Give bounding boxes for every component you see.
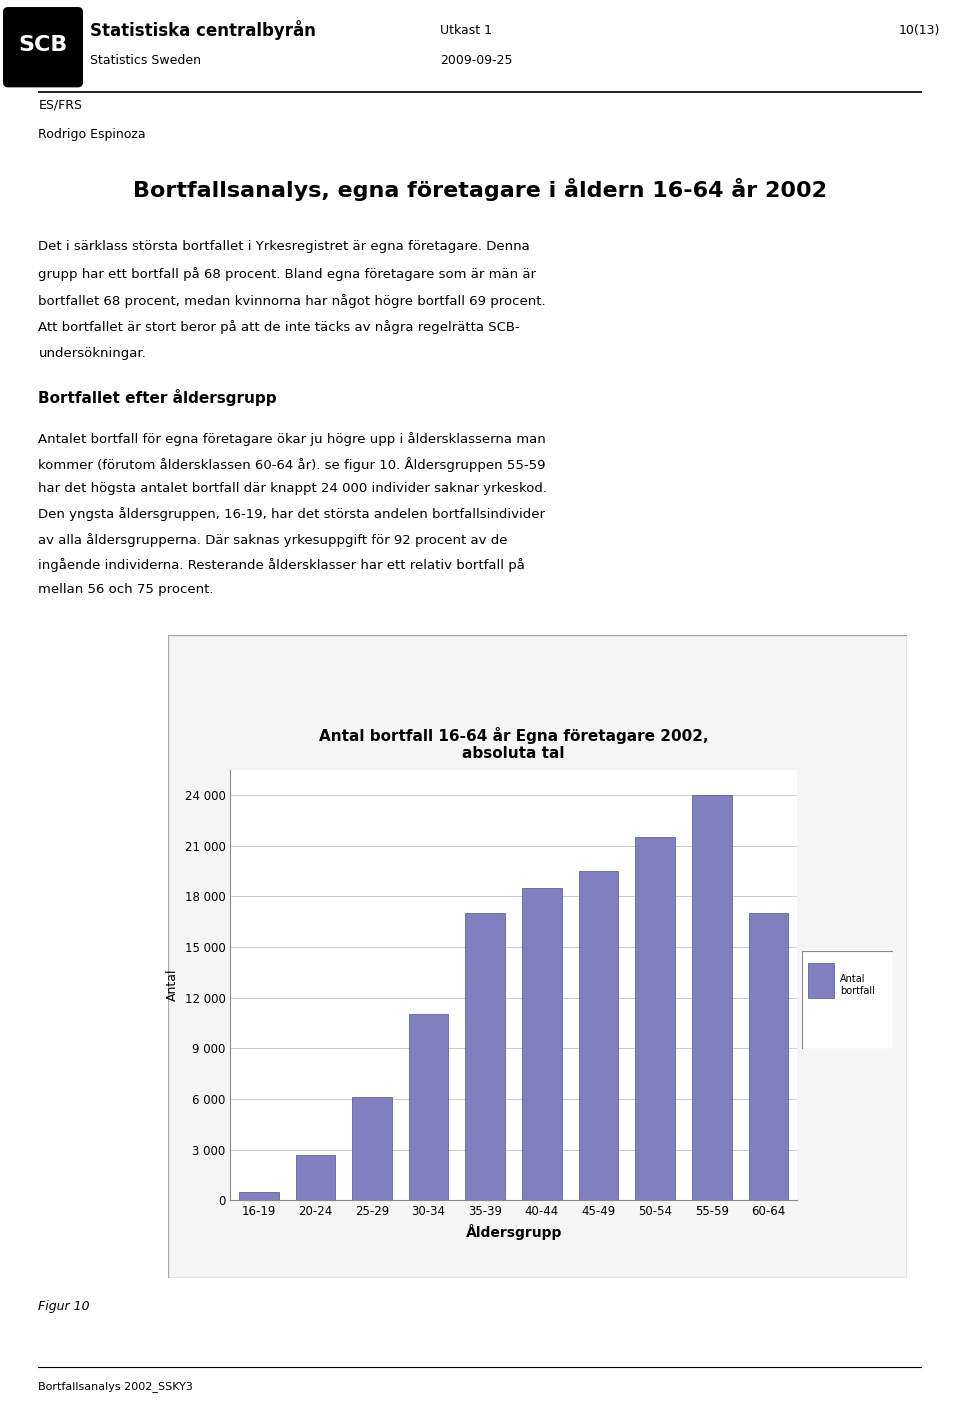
Text: Utkast 1: Utkast 1: [440, 24, 492, 37]
Bar: [579, 871, 618, 1200]
Text: bortfallet 68 procent, medan kvinnorna har något högre bortfall 69 procent.: bortfallet 68 procent, medan kvinnorna h…: [38, 294, 546, 308]
Text: Antalet bortfall för egna företagare ökar ju högre upp i åldersklasserna man: Antalet bortfall för egna företagare öka…: [38, 432, 546, 446]
Text: Figur 10: Figur 10: [38, 1299, 90, 1313]
FancyBboxPatch shape: [3, 7, 83, 88]
Text: 2009-09-25: 2009-09-25: [440, 54, 513, 66]
Bar: [808, 963, 833, 998]
Bar: [749, 914, 788, 1200]
Text: kommer (förutom åldersklassen 60-64 år). se figur 10. Åldersgruppen 55-59: kommer (förutom åldersklassen 60-64 år).…: [38, 457, 546, 472]
Text: Statistics Sweden: Statistics Sweden: [90, 54, 201, 66]
Text: Den yngsta åldersgruppen, 16-19, har det största andelen bortfallsindivider: Den yngsta åldersgruppen, 16-19, har det…: [38, 507, 545, 521]
Text: SCB: SCB: [18, 35, 68, 55]
Text: Statistiska centralbyrån: Statistiska centralbyrån: [90, 20, 316, 40]
Text: 10(13): 10(13): [899, 24, 940, 37]
X-axis label: Åldersgrupp: Åldersgrupp: [466, 1224, 562, 1240]
Text: Rodrigo Espinoza: Rodrigo Espinoza: [38, 128, 146, 141]
Bar: [239, 1192, 278, 1200]
Text: av alla åldersgrupperna. Där saknas yrkesuppgift för 92 procent av de: av alla åldersgrupperna. Där saknas yrke…: [38, 532, 508, 546]
Text: ES/FRS: ES/FRS: [38, 99, 83, 112]
Text: ingående individerna. Resterande åldersklasser har ett relativ bortfall på: ingående individerna. Resterande åldersk…: [38, 558, 525, 572]
Bar: [522, 888, 562, 1200]
Text: Det i särklass största bortfallet i Yrkesregistret är egna företagare. Denna: Det i särklass största bortfallet i Yrke…: [38, 240, 530, 253]
Text: Antal
bortfall: Antal bortfall: [840, 974, 875, 995]
Text: Att bortfallet är stort beror på att de inte täcks av några regelrätta SCB-: Att bortfallet är stort beror på att de …: [38, 321, 520, 335]
Bar: [352, 1097, 392, 1200]
Text: mellan 56 och 75 procent.: mellan 56 och 75 procent.: [38, 583, 214, 596]
Bar: [296, 1155, 335, 1200]
Text: Bortfallsanalys 2002_SSKY3: Bortfallsanalys 2002_SSKY3: [38, 1381, 193, 1392]
Text: har det högsta antalet bortfall där knappt 24 000 individer saknar yrkeskod.: har det högsta antalet bortfall där knap…: [38, 481, 547, 496]
Bar: [636, 837, 675, 1200]
Text: undersökningar.: undersökningar.: [38, 347, 146, 360]
Bar: [409, 1014, 448, 1200]
Bar: [692, 795, 732, 1200]
Y-axis label: Antal: Antal: [166, 969, 180, 1001]
Text: Bortfallsanalys, egna företagare i åldern 16-64 år 2002: Bortfallsanalys, egna företagare i ålder…: [133, 178, 827, 201]
Text: Bortfallet efter åldersgrupp: Bortfallet efter åldersgrupp: [38, 390, 277, 407]
Title: Antal bortfall 16-64 år Egna företagare 2002,
absoluta tal: Antal bortfall 16-64 år Egna företagare …: [319, 727, 708, 761]
Bar: [466, 914, 505, 1200]
Text: grupp har ett bortfall på 68 procent. Bland egna företagare som är män är: grupp har ett bortfall på 68 procent. Bl…: [38, 267, 537, 281]
